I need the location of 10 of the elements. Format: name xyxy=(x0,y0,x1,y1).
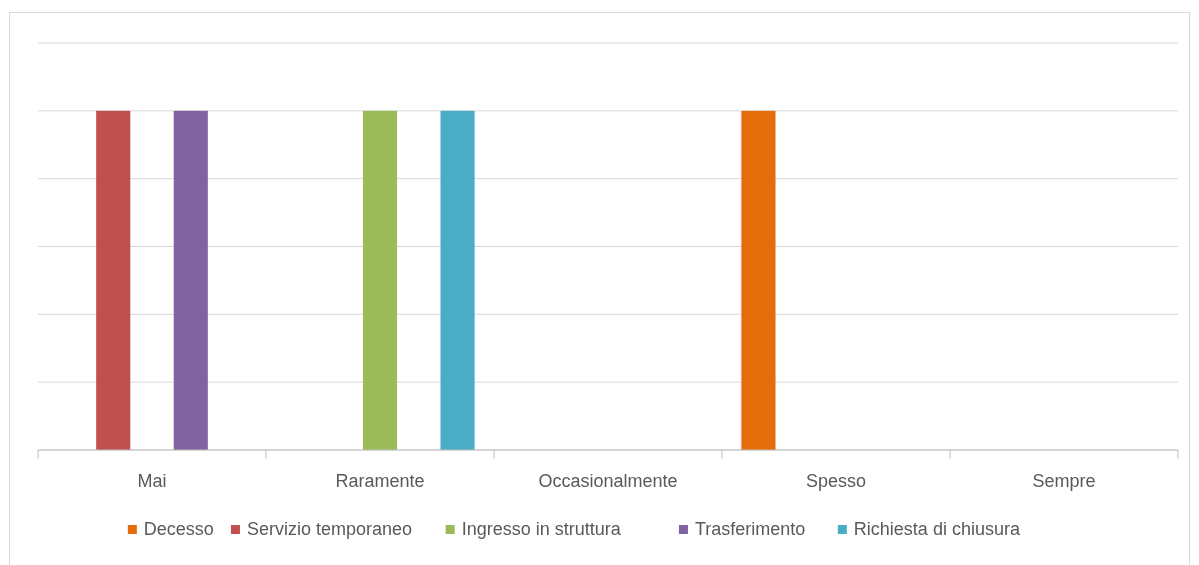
legend-label: Richiesta di chiusura xyxy=(853,519,1021,539)
legend-label: Servizio temporaneo xyxy=(246,519,413,539)
x-tick-label: Sempre xyxy=(1032,471,1096,491)
legend-label: Decesso xyxy=(143,519,214,539)
x-tick-label: Raramente xyxy=(335,471,425,491)
x-tick-label: Occasionalmente xyxy=(538,471,678,491)
x-tick-label: Mai xyxy=(137,471,167,491)
legend-label: Ingresso in struttura xyxy=(461,519,622,539)
legend-label: Trasferimento xyxy=(694,519,806,539)
x-tick-label: Spesso xyxy=(805,471,867,491)
